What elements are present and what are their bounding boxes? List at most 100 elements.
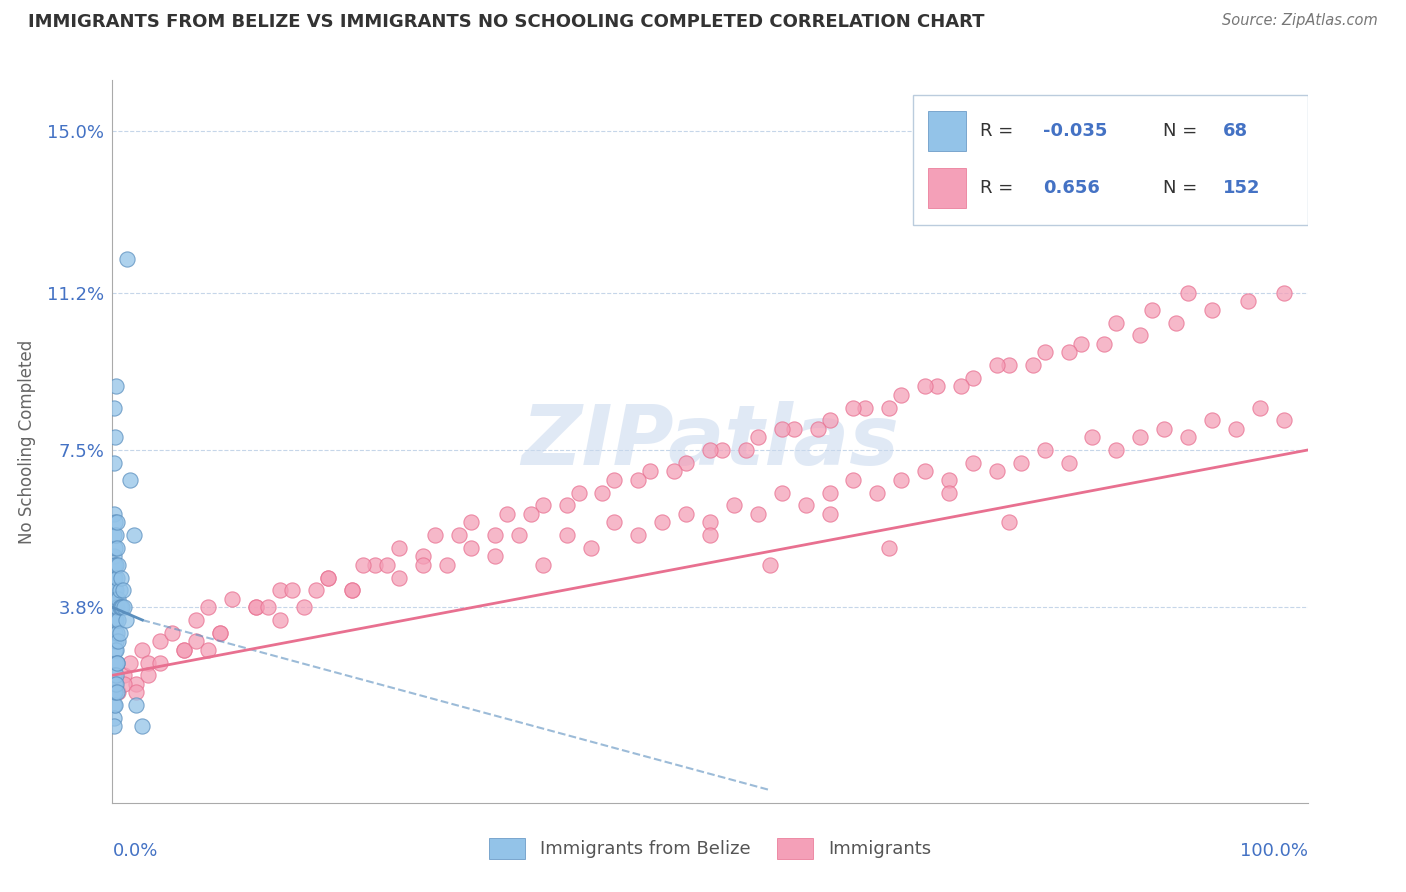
Point [1057,456,1080,470]
Text: 68: 68 [1223,122,1249,140]
Point [104,570,127,584]
Point [818,485,841,500]
Point [340,583,363,598]
Point [568,485,591,500]
Point [388,541,411,555]
Point [377,558,399,572]
Point [496,507,519,521]
Point [122,528,145,542]
Point [1237,294,1260,309]
Point [1070,336,1092,351]
Point [962,371,984,385]
Point [138,656,160,670]
Point [1033,345,1056,359]
Point [425,528,447,542]
Point [986,464,1008,478]
Point [105,634,128,648]
Point [125,685,148,699]
Point [105,528,128,542]
Point [103,583,125,598]
Point [579,541,602,555]
Point [699,516,721,530]
Point [1225,422,1247,436]
Point [107,591,129,606]
Point [747,507,769,521]
Bar [914,95,1308,225]
Point [173,642,195,657]
Text: IMMIGRANTS FROM BELIZE VS IMMIGRANTS NO SCHOOLING COMPLETED CORRELATION CHART: IMMIGRANTS FROM BELIZE VS IMMIGRANTS NO … [28,13,984,31]
Point [105,685,128,699]
Text: 152: 152 [1223,179,1260,197]
Point [1249,401,1271,415]
Point [115,252,138,266]
Point [1177,430,1199,444]
Point [131,719,153,733]
Text: 0.0%: 0.0% [112,842,157,860]
Point [138,668,160,682]
Point [1272,413,1295,427]
Point [484,528,506,542]
Point [104,541,127,555]
Point [1105,316,1128,330]
Point [114,600,135,615]
Point [105,625,128,640]
Point [1177,285,1199,300]
Point [114,668,135,682]
Point [149,656,172,670]
Point [103,634,125,648]
Point [104,685,127,699]
Point [103,528,125,542]
Point [107,634,129,648]
Point [818,413,841,427]
Point [186,634,208,648]
Point [879,541,901,555]
Point [950,379,973,393]
Point [388,570,411,584]
Point [103,401,125,415]
Point [104,516,127,530]
Point [103,685,125,699]
Point [1166,316,1188,330]
Point [107,685,129,699]
Point [108,625,131,640]
Point [1129,430,1152,444]
Point [890,473,912,487]
Point [103,507,125,521]
Point [209,625,232,640]
Point [603,516,626,530]
Point [149,634,172,648]
Y-axis label: No Schooling Completed: No Schooling Completed [18,340,37,543]
Point [1094,336,1116,351]
Point [245,600,267,615]
Point [1105,443,1128,458]
Point [108,583,131,598]
Point [352,558,374,572]
Point [520,507,543,521]
Point [1142,302,1164,317]
Point [103,591,125,606]
Point [794,498,817,512]
Point [890,388,912,402]
Point [1201,302,1223,317]
Point [818,507,841,521]
Text: Source: ZipAtlas.com: Source: ZipAtlas.com [1222,13,1378,29]
Point [105,379,128,393]
Point [103,558,125,572]
Point [855,401,877,415]
Point [866,485,889,500]
Point [364,558,387,572]
Text: R =: R = [980,179,1019,197]
Point [842,473,865,487]
Point [108,600,131,615]
Point [103,698,125,712]
Point [770,485,793,500]
Bar [928,169,966,208]
Text: ZIPatlas: ZIPatlas [522,401,898,482]
Point [105,541,128,555]
Point [104,625,127,640]
Point [269,613,291,627]
Legend: Immigrants from Belize, Immigrants: Immigrants from Belize, Immigrants [482,830,938,866]
Point [340,583,363,598]
Point [104,677,127,691]
Point [125,677,148,691]
